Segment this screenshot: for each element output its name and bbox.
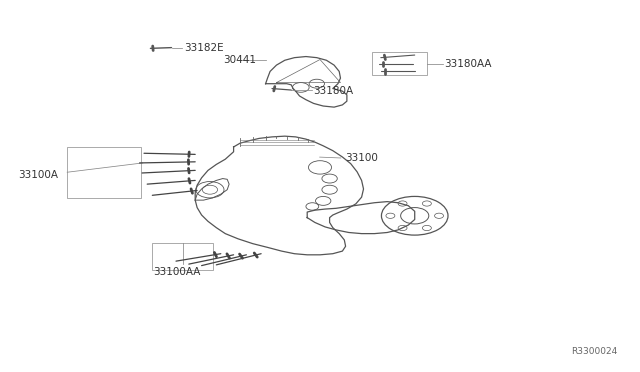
Bar (152, 243, 213, 270)
Text: 33100AA: 33100AA (154, 267, 201, 277)
Bar (67, 147, 141, 198)
Text: 30441: 30441 (223, 55, 256, 65)
Text: 33100: 33100 (345, 154, 378, 163)
Text: R3300024: R3300024 (572, 347, 618, 356)
Text: 33182E: 33182E (184, 44, 223, 53)
Bar (372, 52, 427, 75)
Text: 33180AA: 33180AA (444, 59, 492, 69)
Text: 33100A: 33100A (18, 170, 58, 180)
Text: 33180A: 33180A (314, 86, 354, 96)
